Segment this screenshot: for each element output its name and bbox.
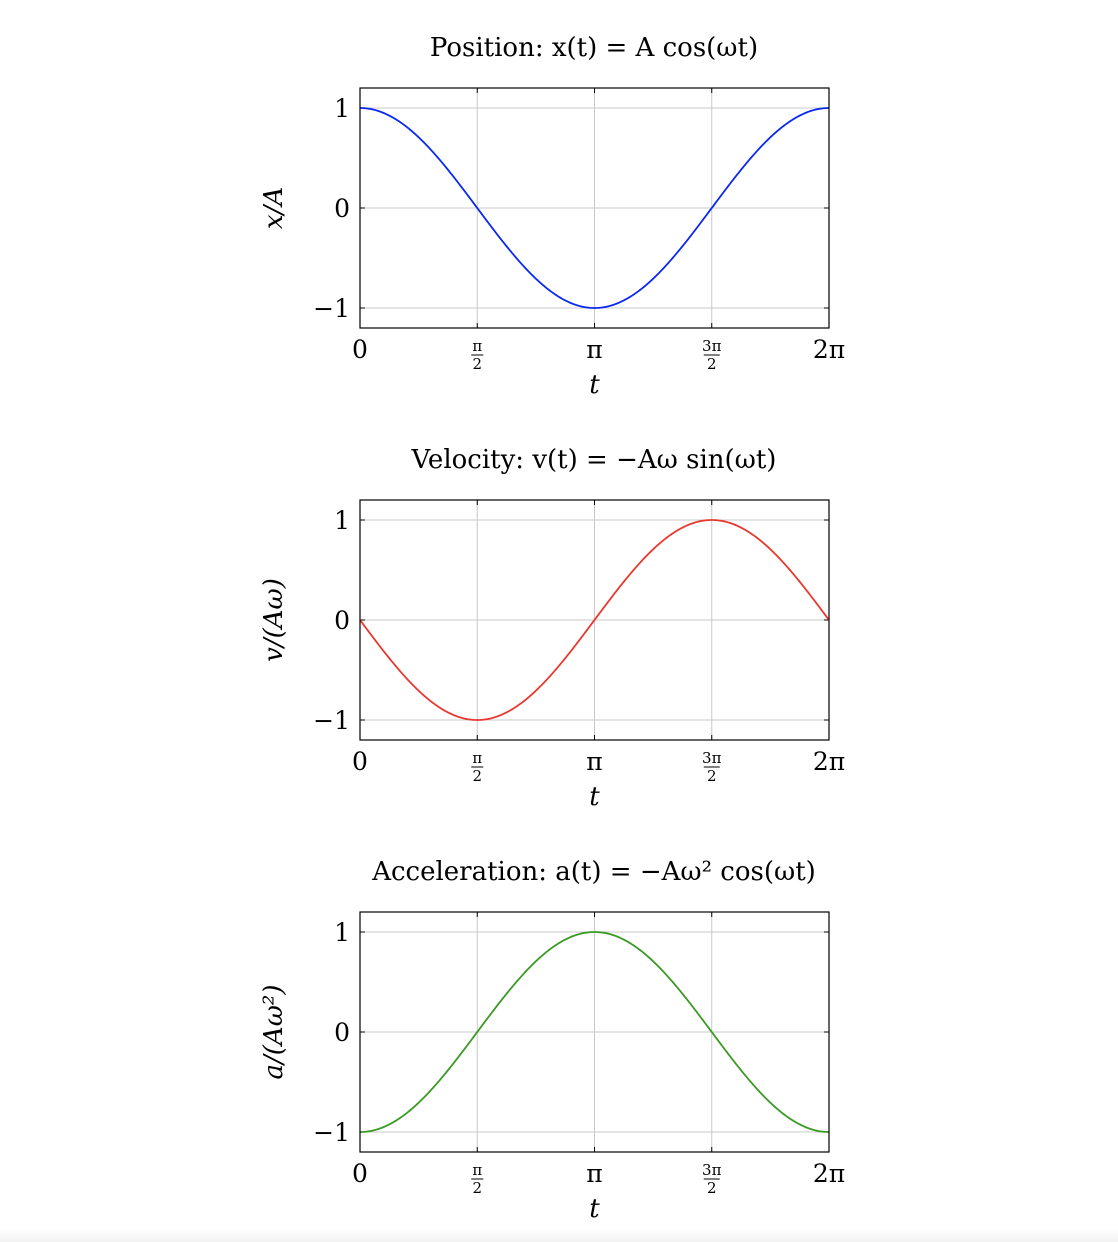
y-axis-label: v/(Aω) [259,578,289,662]
x-tick-label-0: 0 [352,335,368,364]
x-tick-label-4: 2π [813,335,845,364]
svg-text:2: 2 [707,1179,717,1197]
svg-text:π: π [472,337,482,355]
y-tick-label-2: 1 [334,918,350,947]
y-tick-label-1: 0 [334,1018,350,1047]
x-tick-label-1: π2 [471,749,484,785]
y-axis-label: x/A [259,187,289,229]
y-tick-label-0: −1 [313,706,350,735]
x-tick-label-3: 3π2 [702,337,722,373]
x-tick-label-3: 3π2 [702,1161,722,1197]
x-tick-label-2: π [586,1159,602,1188]
plot-frame [359,499,830,741]
svg-text:2: 2 [472,767,482,785]
y-tick-label-1: 0 [334,194,350,223]
svg-text:2: 2 [472,1179,482,1197]
y-tick-label-2: 1 [334,506,350,535]
plot-frame [359,87,830,329]
y-tick-label-0: −1 [313,1118,350,1147]
x-tick-label-1: π2 [471,1161,484,1197]
plot-frame [359,911,830,1153]
svg-text:3π: 3π [702,749,722,767]
chart-title-2: Velocity: v(t) = −Aω sin(ωt) [411,445,777,475]
svg-text:3π: 3π [702,1161,722,1179]
svg-text:2: 2 [707,767,717,785]
chart-title-3: Acceleration: a(t) = −Aω² cos(ωt) [371,857,816,887]
x-axis-label: t [589,782,600,812]
svg-text:π: π [472,1161,482,1179]
y-tick-label-1: 0 [334,606,350,635]
x-tick-label-0: 0 [352,1159,368,1188]
x-tick-label-1: π2 [471,337,484,373]
y-tick-label-0: −1 [313,294,350,323]
svg-text:π: π [472,749,482,767]
chart-title-1: Position: x(t) = A cos(ωt) [430,33,758,63]
x-axis-label: t [589,370,600,400]
x-tick-label-4: 2π [813,747,845,776]
bottom-fade [0,1228,1118,1242]
x-tick-label-4: 2π [813,1159,845,1188]
series-line-1-1 [359,107,830,309]
x-tick-label-2: π [586,747,602,776]
x-tick-label-3: 3π2 [702,749,722,785]
x-tick-label-0: 0 [352,747,368,776]
x-axis-label: t [589,1194,600,1224]
y-tick-label-2: 1 [334,94,350,123]
x-tick-label-2: π [586,335,602,364]
series-line-3-1 [359,931,830,1133]
svg-text:3π: 3π [702,337,722,355]
svg-text:2: 2 [707,355,717,373]
y-axis-label: a/(Aω²) [259,985,289,1080]
svg-text:2: 2 [472,355,482,373]
series-line-2-1 [359,519,830,721]
